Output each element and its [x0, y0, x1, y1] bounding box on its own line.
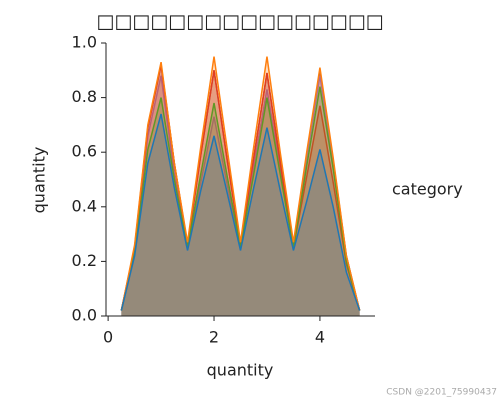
kde-area: [121, 113, 360, 316]
y-axis-label: quantity: [30, 147, 49, 214]
kde-area: [121, 86, 360, 317]
y-tick-label: 1.0: [72, 33, 97, 52]
kde-area: [121, 64, 360, 316]
y-tick-label: 0.2: [72, 251, 97, 270]
kde-area: [121, 64, 360, 316]
x-tick-label: 4: [315, 328, 325, 347]
y-tick-label: 0.4: [72, 196, 97, 215]
kde-line: [120, 113, 361, 311]
legend-title: category: [392, 180, 463, 199]
y-tick-label: 0.6: [72, 142, 97, 161]
x-tick-label: 0: [103, 328, 113, 347]
x-axis-label: quantity: [207, 361, 274, 380]
y-tick-label: 0.8: [72, 87, 97, 106]
watermark: CSDN @2201_75990437: [386, 388, 497, 398]
kde-area: [121, 56, 360, 317]
kde-area: [121, 75, 360, 316]
kde-line: [120, 56, 361, 311]
chart-title: □□□□□□□□□□□□□□□□: [96, 11, 383, 33]
x-tick-label: 2: [209, 328, 219, 347]
y-tick-label: 0.0: [72, 306, 97, 325]
